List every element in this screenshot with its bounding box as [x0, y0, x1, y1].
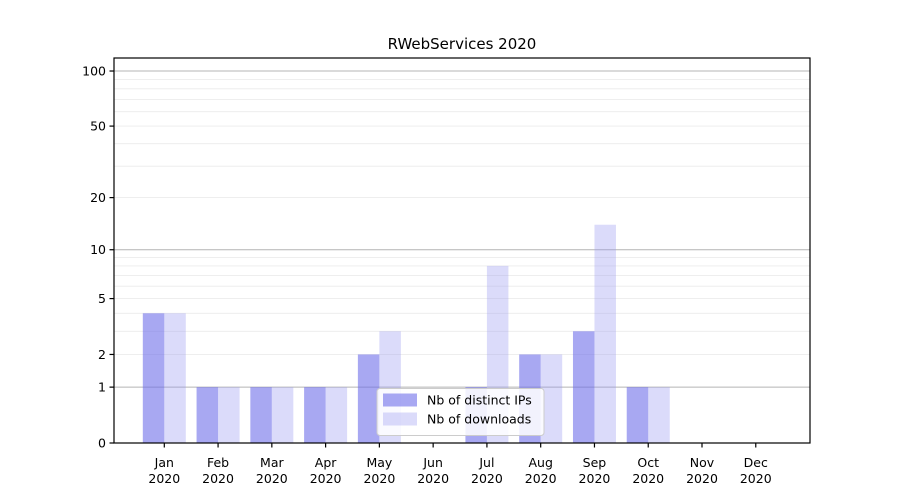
x-tick-label-month: Aug [528, 455, 552, 470]
x-tick-label-month: Jan [154, 455, 174, 470]
x-tick-label-year: 2020 [363, 471, 395, 486]
x-tick-label-year: 2020 [310, 471, 342, 486]
x-tick-label-year: 2020 [148, 471, 180, 486]
x-tick-label-month: May [366, 455, 392, 470]
legend-swatch-ips [383, 393, 417, 407]
bar-downloads-feb [218, 387, 240, 443]
bar-downloads-jan [164, 313, 186, 443]
bar-ips-sep [572, 331, 595, 443]
bar-ips-oct [626, 387, 649, 443]
bar-ips-apr [304, 387, 326, 443]
y-tick-label: 20 [90, 190, 106, 205]
x-tick-label-year: 2020 [740, 471, 772, 486]
x-tick-label-month: Sep [583, 455, 607, 470]
x-tick-label-year: 2020 [686, 471, 718, 486]
x-tick-label-month: Apr [315, 455, 337, 470]
x-tick-label-year: 2020 [632, 471, 664, 486]
bar-downloads-apr [325, 387, 348, 443]
y-tick-label: 100 [82, 63, 106, 78]
bar-ips-mar [250, 387, 272, 443]
legend-label-ips: Nb of distinct IPs [427, 393, 532, 408]
y-tick-label: 1 [98, 379, 106, 394]
y-tick-label: 50 [90, 118, 106, 133]
bar-downloads-mar [271, 387, 294, 443]
bar-downloads-oct [648, 387, 670, 443]
bar-downloads-sep [594, 224, 616, 443]
x-tick-label-year: 2020 [525, 471, 557, 486]
x-tick-label-year: 2020 [202, 471, 234, 486]
x-tick-label-month: Nov [690, 455, 715, 470]
chart-title: RWebServices 2020 [388, 35, 537, 53]
plot-border [113, 57, 811, 444]
bar-ips-may [357, 354, 380, 443]
x-tick-label-year: 2020 [256, 471, 288, 486]
x-tick-label-year: 2020 [471, 471, 503, 486]
y-tick-label: 2 [98, 347, 106, 362]
x-tick-label-month: Mar [260, 455, 284, 470]
y-tick-label: 10 [90, 242, 106, 257]
y-tick-label: 0 [98, 435, 106, 450]
x-tick-label-month: Jul [478, 455, 494, 470]
legend-box [376, 388, 545, 436]
bar-ips-feb [196, 387, 219, 443]
x-tick-label-month: Jun [422, 455, 443, 470]
x-tick-label-year: 2020 [579, 471, 611, 486]
bar-ips-jan [142, 313, 165, 443]
legend-label-downloads: Nb of downloads [427, 412, 531, 427]
x-tick-label-month: Feb [207, 455, 229, 470]
legend-swatch-downloads [383, 412, 417, 426]
y-tick-label: 5 [98, 291, 106, 306]
x-tick-label-year: 2020 [417, 471, 449, 486]
x-tick-label-month: Dec [744, 455, 768, 470]
bar-downloads-aug [540, 354, 563, 443]
x-tick-label-month: Oct [637, 455, 659, 470]
